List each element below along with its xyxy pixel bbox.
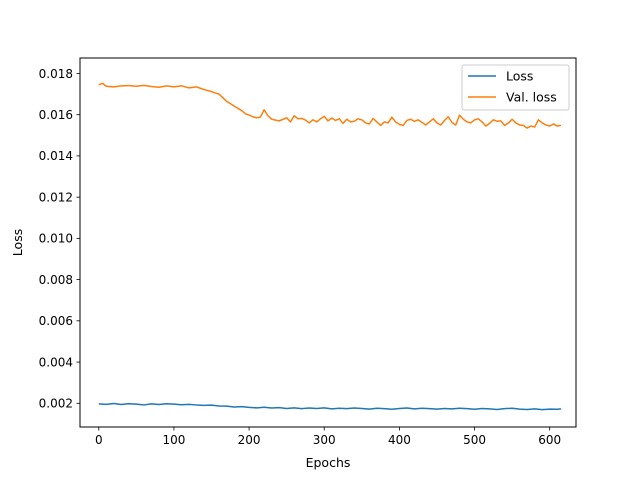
y-tick-label: 0.012 xyxy=(39,190,73,204)
series-line-val-loss xyxy=(98,82,562,129)
y-tick-label: 0.008 xyxy=(39,273,73,287)
legend-label-loss: Loss xyxy=(506,69,533,84)
y-tick-label: 0.014 xyxy=(39,149,73,163)
y-tick-label: 0.018 xyxy=(39,67,73,81)
legend: Loss Val. loss xyxy=(461,64,570,111)
x-tick-label: 0 xyxy=(95,433,103,447)
y-tick-label: 0.002 xyxy=(39,397,73,411)
y-tick-label: 0.004 xyxy=(39,355,73,369)
x-axis-label: Epochs xyxy=(306,455,351,470)
x-tick-label: 500 xyxy=(463,433,486,447)
y-tick-label: 0.010 xyxy=(39,232,73,246)
x-tick-label: 400 xyxy=(388,433,411,447)
x-tick-label: 100 xyxy=(162,433,185,447)
series-line-loss xyxy=(98,402,562,411)
x-tick-label: 300 xyxy=(313,433,336,447)
x-tick-label: 600 xyxy=(538,433,561,447)
y-tick-label: 0.006 xyxy=(39,314,73,328)
y-tick-label: 0.016 xyxy=(39,108,73,122)
y-axis-label: Loss xyxy=(10,229,25,256)
y-axis-ticks: 0.002 0.004 0.006 0.008 0.010 0.012 0.014 0.016… xyxy=(39,67,80,411)
legend-label-val-loss: Val. loss xyxy=(506,90,557,105)
plot-frame xyxy=(79,57,577,428)
x-tick-label: 200 xyxy=(238,433,261,447)
series-layer xyxy=(98,82,562,411)
x-axis-ticks: 0 100 200 300 400 500 600 xyxy=(95,427,561,447)
